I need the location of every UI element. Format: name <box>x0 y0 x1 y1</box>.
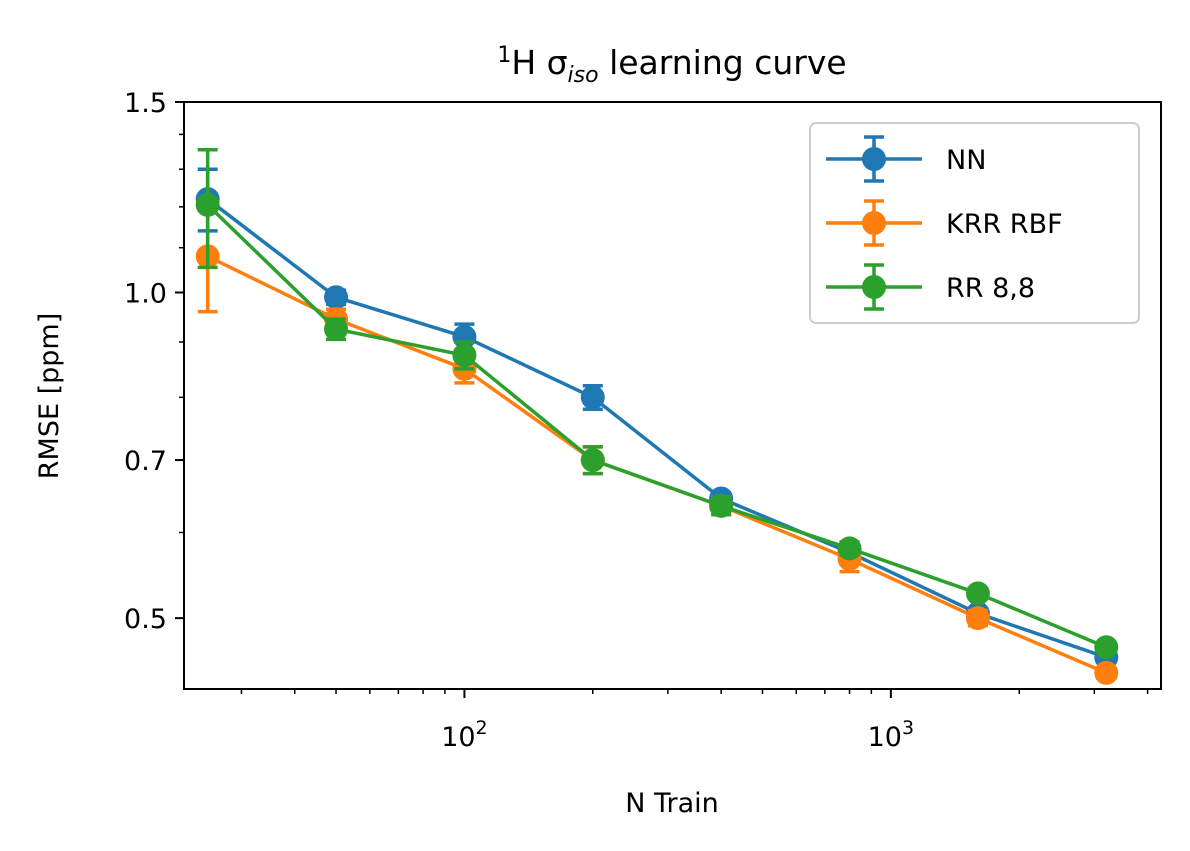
data-point <box>965 606 990 631</box>
legend-marker <box>862 147 886 171</box>
series-line <box>206 203 1107 649</box>
legend-label: RR 8,8 <box>946 273 1035 304</box>
y-tick-label: 1.5 <box>124 88 167 119</box>
data-point <box>452 343 477 368</box>
y-axis-label: RMSE [ppm] <box>34 313 65 479</box>
y-tick-label: 0.5 <box>124 604 167 635</box>
x-tick-base: 10 <box>441 722 475 753</box>
title-main: H σ <box>511 43 567 82</box>
data-point <box>580 385 605 410</box>
y-tick-label: 0.7 <box>124 446 167 477</box>
title-subscript: iso <box>568 63 599 88</box>
legend-marker <box>862 275 886 299</box>
series-rr-8-8 <box>195 148 1119 660</box>
data-point <box>837 536 862 561</box>
series-line <box>206 197 1107 659</box>
y-tick-label: 1.0 <box>124 278 167 309</box>
legend-item: KRR RBF <box>826 199 1063 247</box>
title-superscript: 1 <box>497 43 511 68</box>
data-point <box>1094 660 1119 685</box>
plot-series <box>195 148 1119 685</box>
legend-box <box>809 122 1140 324</box>
title-suffix: learning curve <box>599 43 847 82</box>
x-tick-label: 102 <box>441 717 487 753</box>
data-point <box>324 317 349 342</box>
axes-frame <box>183 101 1162 690</box>
legend: NN KRR RBF RR 8,8 <box>809 122 1140 324</box>
legend-marker <box>862 211 886 235</box>
x-tick-exponent: 2 <box>476 717 488 739</box>
legend-item: RR 8,8 <box>826 263 1035 311</box>
data-point <box>324 285 349 310</box>
x-tick-base: 10 <box>868 722 902 753</box>
data-point <box>580 448 605 473</box>
legend-item: NN <box>826 135 986 183</box>
chart-title: 1H σiso learning curve <box>497 43 846 88</box>
data-point <box>1094 635 1119 660</box>
x-tick-exponent: 3 <box>902 717 914 739</box>
x-axis-label: N Train <box>625 788 719 819</box>
data-point <box>709 493 734 518</box>
data-point <box>965 581 990 606</box>
legend-label: NN <box>946 145 986 176</box>
x-tick-label: 103 <box>868 717 914 753</box>
legend-label: KRR RBF <box>946 209 1063 240</box>
data-point <box>195 192 220 217</box>
